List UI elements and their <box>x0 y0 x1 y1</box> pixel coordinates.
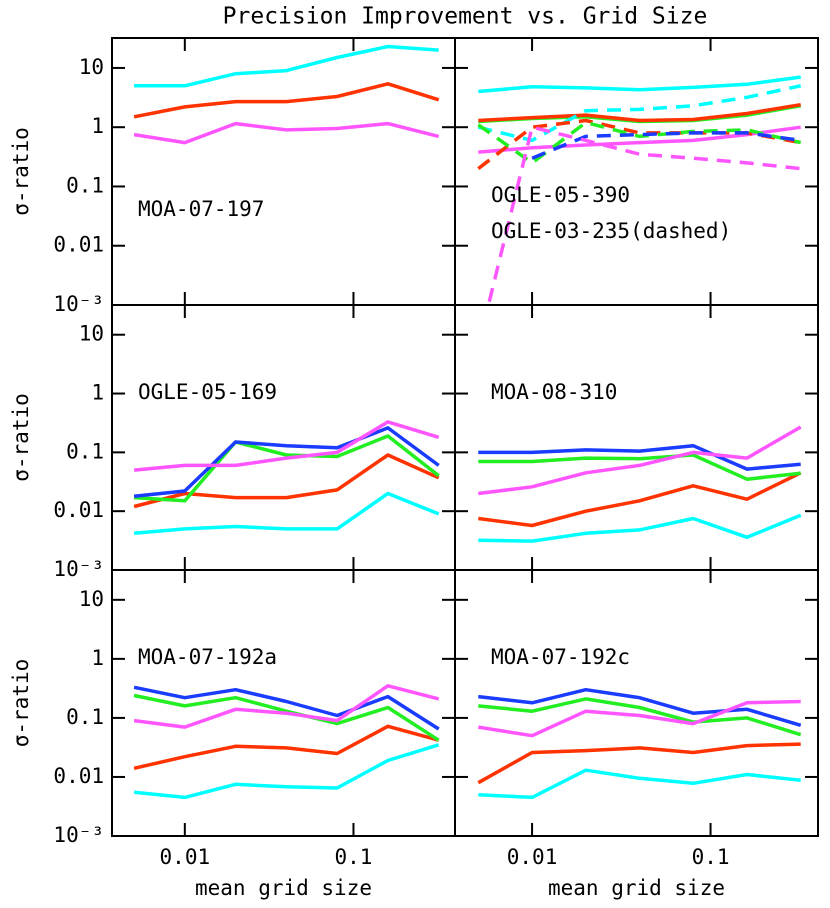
panel-frame <box>111 37 456 306</box>
x-tick-label: 0.01 <box>507 845 558 869</box>
series-line <box>478 102 801 123</box>
series-line <box>477 120 802 165</box>
series-line <box>133 426 440 498</box>
y-axis-label: σ-ratio <box>9 393 33 482</box>
y-tick-label: 10⁻³ <box>53 823 104 847</box>
panel-frame <box>454 569 819 837</box>
y-axis-label: σ-ratio <box>9 659 33 748</box>
series-line <box>486 125 801 305</box>
y-axis-label: σ-ratio <box>9 127 33 216</box>
series-line <box>478 697 802 737</box>
panel-label: OGLE-05-169 <box>138 380 277 404</box>
y-tick-label: 10 <box>79 322 104 346</box>
series-line <box>478 513 802 543</box>
series-line <box>133 453 440 509</box>
series-line <box>133 420 440 472</box>
y-tick-label: 0.01 <box>53 233 104 257</box>
y-tick-label: 0.01 <box>53 498 104 522</box>
series-line <box>133 434 440 503</box>
series-line <box>133 743 440 800</box>
series-line <box>133 693 440 742</box>
y-tick-label: 10⁻³ <box>53 557 104 581</box>
panel-label: MOA-07-192c <box>491 645 630 669</box>
series-line <box>478 768 801 800</box>
y-tick-label: 0.1 <box>66 439 104 463</box>
x-tick-label: 0.01 <box>160 845 211 869</box>
series-line <box>477 742 801 785</box>
series-line <box>478 425 802 496</box>
series-line <box>133 121 440 145</box>
panel-frame <box>454 37 819 306</box>
y-tick-label: 0.1 <box>66 173 104 197</box>
series-line <box>134 44 439 88</box>
y-tick-label: 0.01 <box>53 764 104 788</box>
y-tick-label: 1 <box>91 114 104 138</box>
series-line <box>477 84 802 143</box>
series-line <box>478 687 802 727</box>
series-line <box>478 699 801 738</box>
y-tick-label: 10⁻³ <box>53 292 104 316</box>
panel-label: MOA-08-310 <box>491 380 617 404</box>
series-line <box>133 684 440 729</box>
panel-label: MOA-07-192a <box>138 645 277 669</box>
chart-title: Precision Improvement vs. Grid Size <box>223 4 708 30</box>
series-line <box>478 75 801 94</box>
panel-label: OGLE-05-390 <box>491 183 630 207</box>
panel-label: OGLE-03-235(dashed) <box>491 219 731 243</box>
y-tick-label: 1 <box>91 381 104 405</box>
series-line <box>478 471 802 528</box>
y-tick-label: 10 <box>79 55 104 79</box>
series-line <box>478 443 801 471</box>
y-tick-label: 10 <box>79 587 104 611</box>
y-tick-label: 1 <box>91 646 104 670</box>
x-axis-label: mean grid size <box>195 876 372 900</box>
series-line <box>133 491 440 536</box>
x-tick-label: 0.1 <box>334 845 372 869</box>
series-line <box>478 453 801 481</box>
series-line <box>133 685 440 731</box>
series-line <box>531 131 801 160</box>
x-tick-label: 0.1 <box>692 845 730 869</box>
series-line <box>133 82 440 119</box>
x-axis-label: mean grid size <box>548 876 725 900</box>
series-line <box>133 724 440 771</box>
y-tick-label: 0.1 <box>66 705 104 729</box>
panel-label: MOA-07-197 <box>138 197 264 221</box>
